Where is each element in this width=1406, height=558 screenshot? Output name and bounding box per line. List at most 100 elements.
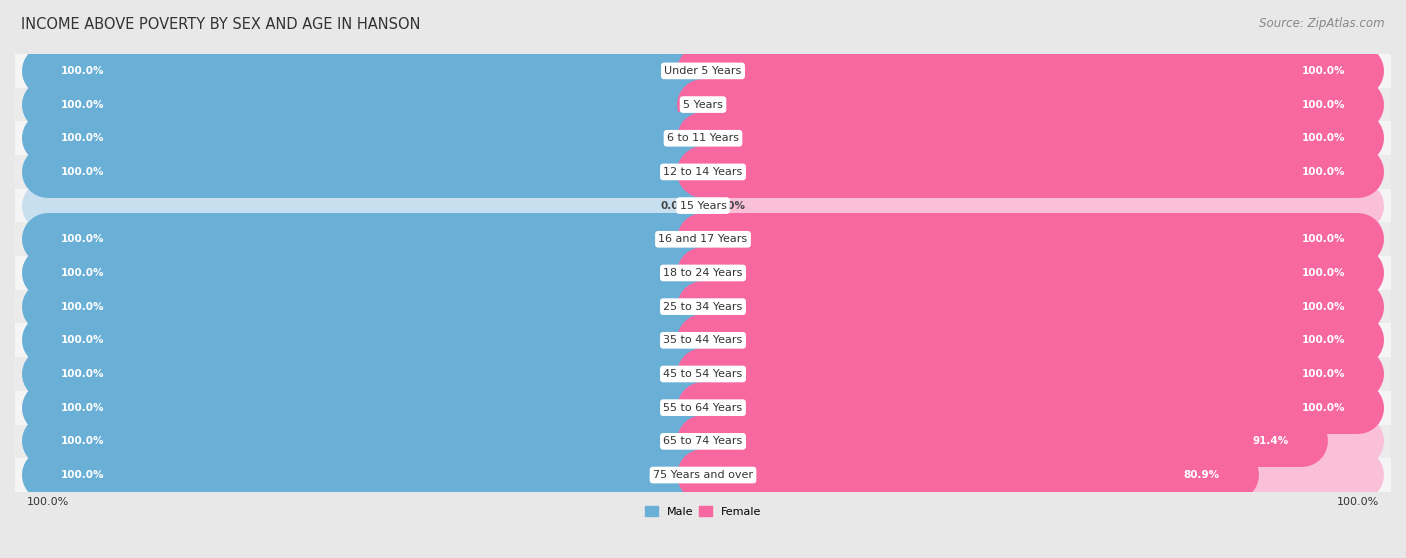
Text: 18 to 24 Years: 18 to 24 Years [664,268,742,278]
Bar [703,228,1358,251]
Bar [0,290,1406,324]
Bar [703,295,1358,318]
Legend: Male, Female: Male, Female [640,502,766,521]
Text: 100.0%: 100.0% [1337,497,1379,507]
Bar [703,60,1358,83]
Text: 35 to 44 Years: 35 to 44 Years [664,335,742,345]
Bar [703,60,1358,83]
Bar [703,363,1358,386]
Bar [703,464,1358,487]
Text: 100.0%: 100.0% [1302,403,1346,413]
Text: 12 to 14 Years: 12 to 14 Years [664,167,742,177]
Bar [703,396,1358,419]
Bar [48,430,703,453]
Text: 100.0%: 100.0% [1302,369,1346,379]
Text: 91.4%: 91.4% [1253,436,1289,446]
Bar [0,223,1406,256]
Bar [0,425,1406,458]
Text: 100.0%: 100.0% [1302,133,1346,143]
Bar [703,262,1358,285]
Text: Source: ZipAtlas.com: Source: ZipAtlas.com [1260,17,1385,30]
Text: 0.0%: 0.0% [661,201,690,210]
Text: 100.0%: 100.0% [60,268,104,278]
Bar [703,329,1358,352]
Bar [48,93,703,116]
Text: 100.0%: 100.0% [60,302,104,311]
Bar [0,122,1406,155]
Bar [703,127,1358,150]
Bar [48,295,703,318]
Bar [48,396,703,419]
Bar [48,127,703,150]
Bar [703,363,1358,386]
Bar [703,464,1233,487]
Bar [703,161,1358,184]
Bar [703,194,1358,217]
Text: 100.0%: 100.0% [60,335,104,345]
Text: 0.0%: 0.0% [716,201,745,210]
Bar [0,357,1406,391]
Bar [48,161,703,184]
Text: 6 to 11 Years: 6 to 11 Years [666,133,740,143]
Bar [48,363,703,386]
Bar [48,464,703,487]
Bar [0,324,1406,357]
Bar [703,262,1358,285]
Bar [48,396,703,419]
Bar [703,161,1358,184]
Bar [48,363,703,386]
Bar [0,54,1406,88]
Text: 100.0%: 100.0% [60,436,104,446]
Bar [48,228,703,251]
Bar [0,391,1406,425]
Bar [703,228,1358,251]
Text: 100.0%: 100.0% [60,234,104,244]
Text: 100.0%: 100.0% [1302,234,1346,244]
Bar [48,127,703,150]
Bar [0,88,1406,122]
Text: 100.0%: 100.0% [1302,167,1346,177]
Text: 100.0%: 100.0% [1302,302,1346,311]
Text: 75 Years and over: 75 Years and over [652,470,754,480]
Bar [48,262,703,285]
Bar [703,430,1302,453]
Text: 100.0%: 100.0% [60,99,104,109]
Text: 100.0%: 100.0% [60,66,104,76]
Bar [48,93,703,116]
Text: 80.9%: 80.9% [1184,470,1220,480]
Bar [48,60,703,83]
Text: 100.0%: 100.0% [1302,99,1346,109]
Bar [0,458,1406,492]
Text: 65 to 74 Years: 65 to 74 Years [664,436,742,446]
Text: 55 to 64 Years: 55 to 64 Years [664,403,742,413]
Bar [703,295,1358,318]
Text: 45 to 54 Years: 45 to 54 Years [664,369,742,379]
Text: 100.0%: 100.0% [1302,335,1346,345]
Text: 100.0%: 100.0% [60,470,104,480]
Bar [48,329,703,352]
Bar [48,60,703,83]
Bar [48,161,703,184]
Bar [0,189,1406,223]
Bar [48,295,703,318]
Text: Under 5 Years: Under 5 Years [665,66,741,76]
Text: 5 Years: 5 Years [683,99,723,109]
Text: 100.0%: 100.0% [1302,66,1346,76]
Bar [703,127,1358,150]
Bar [48,430,703,453]
Bar [703,93,1358,116]
Text: 16 and 17 Years: 16 and 17 Years [658,234,748,244]
Bar [703,93,1358,116]
Bar [48,464,703,487]
Text: 100.0%: 100.0% [60,403,104,413]
Text: 100.0%: 100.0% [60,133,104,143]
Bar [0,155,1406,189]
Bar [48,329,703,352]
Bar [703,430,1358,453]
Bar [703,329,1358,352]
Text: INCOME ABOVE POVERTY BY SEX AND AGE IN HANSON: INCOME ABOVE POVERTY BY SEX AND AGE IN H… [21,17,420,32]
Text: 25 to 34 Years: 25 to 34 Years [664,302,742,311]
Text: 100.0%: 100.0% [60,369,104,379]
Bar [703,396,1358,419]
Text: 15 Years: 15 Years [679,201,727,210]
